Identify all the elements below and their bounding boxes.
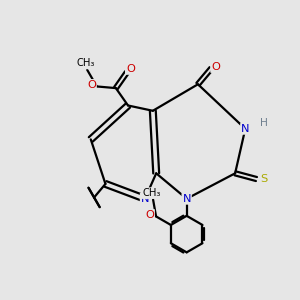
Text: N: N	[241, 124, 250, 134]
Text: H: H	[260, 118, 268, 128]
Text: O: O	[145, 210, 154, 220]
Text: CH₃: CH₃	[76, 58, 95, 68]
Text: O: O	[87, 80, 96, 90]
Text: CH₃: CH₃	[142, 188, 161, 198]
Text: O: O	[126, 64, 135, 74]
Text: N: N	[141, 194, 149, 204]
Text: N: N	[182, 194, 191, 204]
Text: O: O	[211, 62, 220, 72]
Text: S: S	[260, 174, 267, 184]
